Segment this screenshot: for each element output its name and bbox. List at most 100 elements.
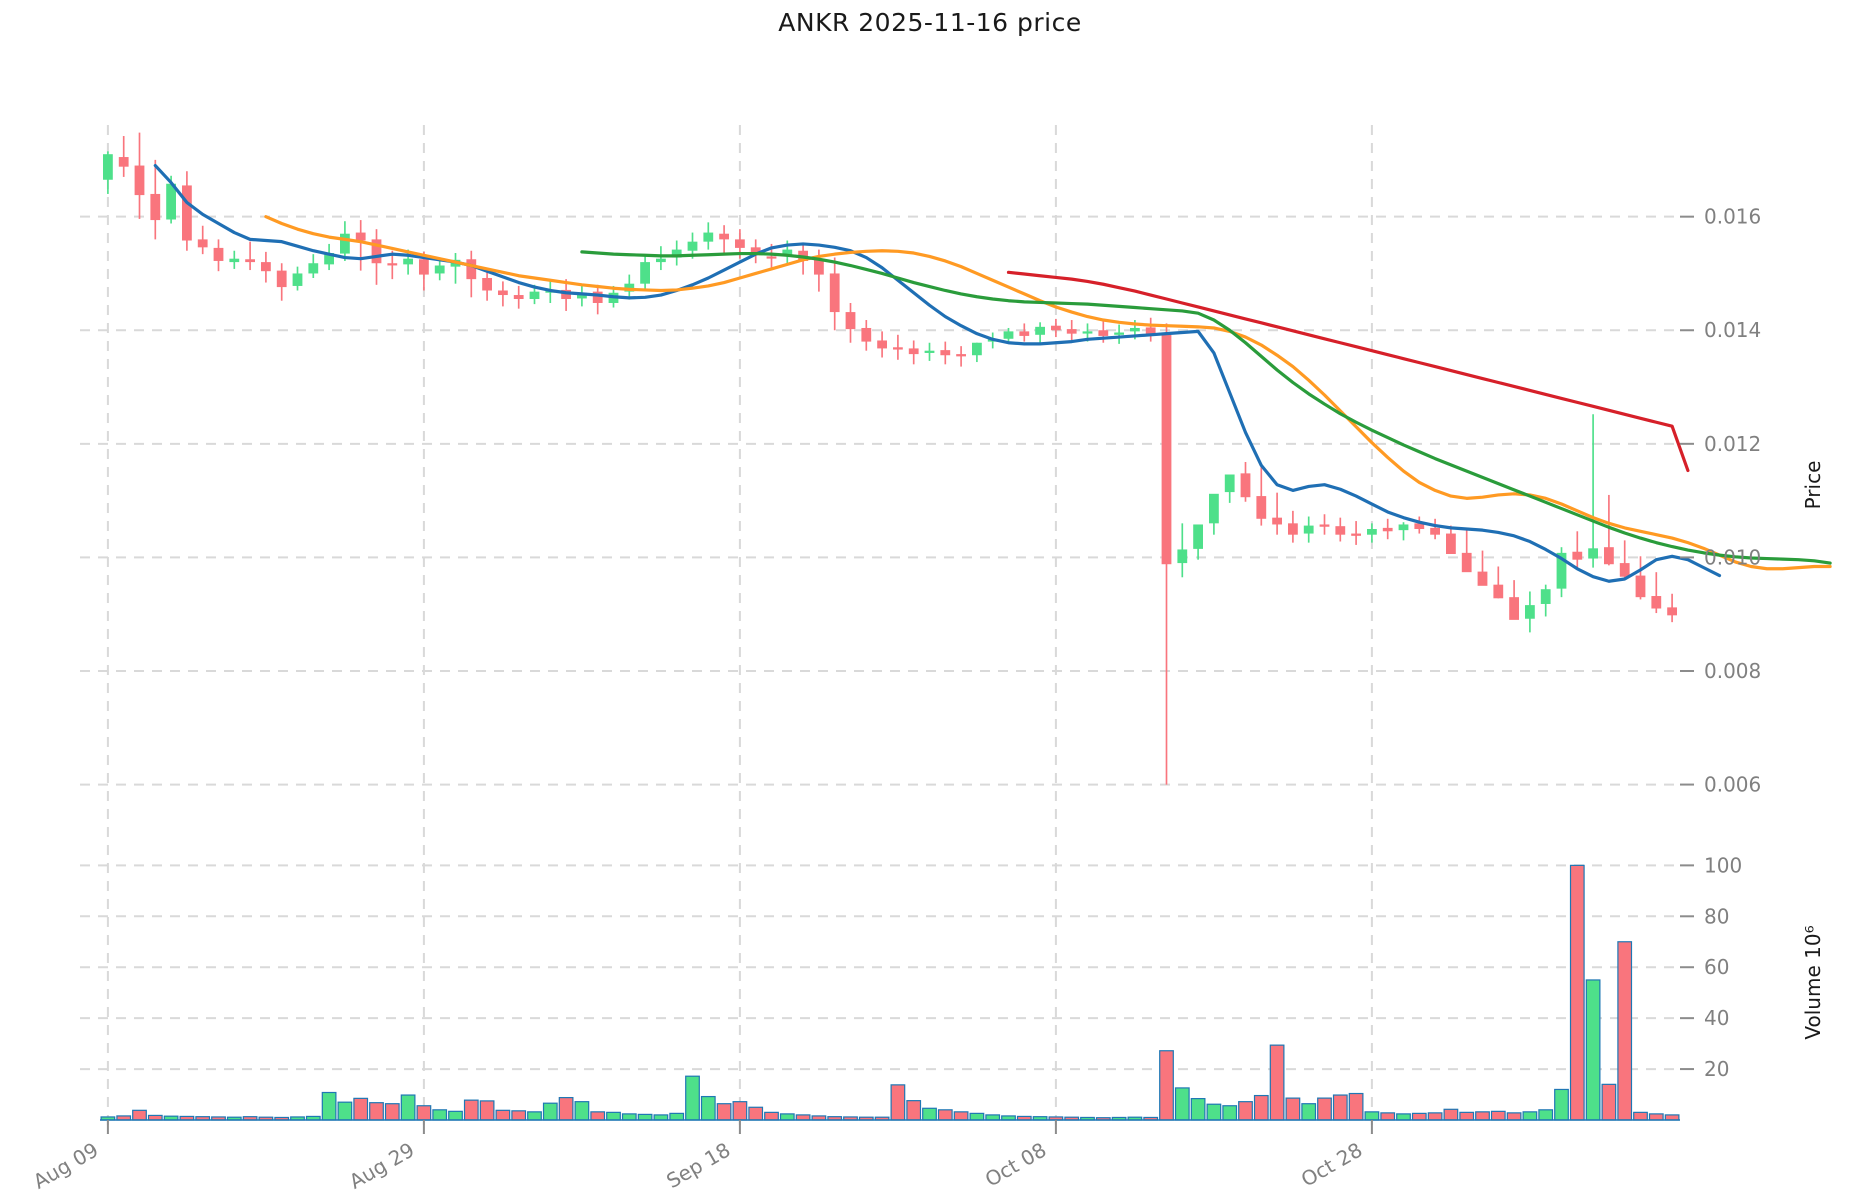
volume-bar	[1443, 1108, 1459, 1121]
candlestick	[103, 151, 113, 194]
volume-bar	[400, 1094, 416, 1121]
price-tick-label: 0.008	[1704, 659, 1761, 683]
candle-body	[1556, 552, 1567, 589]
candle-body	[814, 259, 824, 275]
candlestick	[1493, 566, 1504, 599]
candle-body	[972, 342, 982, 356]
candle-body	[1619, 563, 1630, 577]
volume-tick-label: 80	[1704, 904, 1729, 928]
candle-body	[1145, 327, 1156, 336]
volume-bar	[969, 1112, 985, 1121]
candlestick	[1540, 584, 1551, 617]
candle-body	[766, 256, 777, 259]
candlestick	[1035, 322, 1045, 343]
volume-bar	[1648, 1113, 1664, 1121]
candle-body	[1066, 329, 1077, 334]
volume-bar	[369, 1102, 384, 1121]
volume-bar	[669, 1112, 685, 1121]
candlestick	[719, 225, 729, 254]
candlestick	[1161, 323, 1172, 785]
moving-average-line	[1006, 270, 1690, 473]
moving-average-line	[153, 163, 1722, 583]
volume-bar	[1190, 1098, 1206, 1121]
candle-body	[893, 347, 903, 350]
candlestick	[1556, 547, 1567, 598]
candle-body	[387, 263, 398, 266]
candle-body	[877, 340, 887, 349]
candle-body	[956, 354, 966, 357]
candle-body	[1256, 496, 1267, 519]
volume-bar	[937, 1109, 953, 1121]
volume-bar	[1269, 1044, 1285, 1121]
candle-body	[276, 270, 287, 288]
volume-bars-layer	[100, 864, 1680, 1121]
volume-bar	[527, 1111, 542, 1121]
volume-bar	[432, 1109, 448, 1121]
candlestick	[213, 239, 224, 272]
volume-bar	[1490, 1110, 1506, 1121]
candle-body	[735, 239, 745, 248]
candlestick	[1288, 510, 1298, 543]
volume-bar	[1633, 1111, 1648, 1121]
volume-bar	[353, 1097, 369, 1121]
candlestick	[340, 221, 350, 261]
candle-body	[1667, 607, 1677, 616]
volume-bar	[463, 1099, 479, 1121]
candle-body	[561, 289, 571, 300]
candle-body	[513, 295, 524, 300]
candle-body	[308, 263, 319, 274]
candle-body	[1319, 524, 1330, 527]
price-tick-label: 0.014	[1704, 318, 1761, 342]
candlestick	[1272, 492, 1282, 535]
candlestick	[1240, 462, 1251, 502]
candlestick	[1351, 521, 1361, 545]
candle-body	[1019, 331, 1030, 336]
volume-bar	[716, 1103, 732, 1121]
candlestick	[1430, 518, 1440, 540]
volume-bar	[1348, 1092, 1364, 1121]
candle-body	[355, 232, 366, 241]
date-tick-label: Sep 18	[662, 1138, 734, 1194]
candle-body	[1351, 533, 1361, 536]
candle-body	[1430, 527, 1440, 535]
candle-body	[592, 291, 603, 303]
volume-bar	[700, 1095, 716, 1121]
candlestick	[482, 268, 492, 301]
candlestick	[940, 341, 951, 365]
volume-bar	[1427, 1112, 1443, 1121]
candle-body	[782, 249, 793, 257]
candlesticks-layer	[103, 132, 1677, 785]
volume-bar	[1522, 1111, 1538, 1121]
price-tick-label: 0.006	[1704, 773, 1761, 797]
candle-body	[419, 259, 429, 275]
candlestick	[1224, 474, 1235, 503]
volume-bar	[558, 1096, 574, 1121]
volume-bar	[953, 1111, 969, 1121]
candlestick	[150, 159, 161, 240]
candlestick	[1303, 516, 1314, 543]
volume-bar	[906, 1100, 922, 1121]
candle-body	[482, 278, 492, 291]
date-tick-label: Aug 29	[345, 1138, 418, 1194]
candle-body	[829, 273, 840, 313]
candlestick	[1461, 530, 1472, 573]
candlestick	[1398, 522, 1409, 541]
candlestick	[1572, 531, 1583, 569]
candlestick	[1051, 318, 1061, 338]
candle-body	[750, 247, 761, 256]
volume-bar	[606, 1111, 621, 1121]
volume-tick-label: 60	[1704, 955, 1729, 979]
candlestick	[118, 136, 129, 177]
candle-body	[1193, 524, 1203, 549]
volume-bar	[321, 1091, 337, 1121]
candlestick	[1604, 494, 1614, 566]
volume-bar	[1506, 1112, 1522, 1121]
candle-body	[577, 292, 587, 299]
candle-body	[229, 258, 240, 263]
candle-body	[1209, 493, 1219, 524]
date-tick-label: Oct 28	[1297, 1138, 1366, 1192]
candlestick	[276, 263, 287, 301]
date-tick-label: Aug 09	[29, 1138, 102, 1194]
